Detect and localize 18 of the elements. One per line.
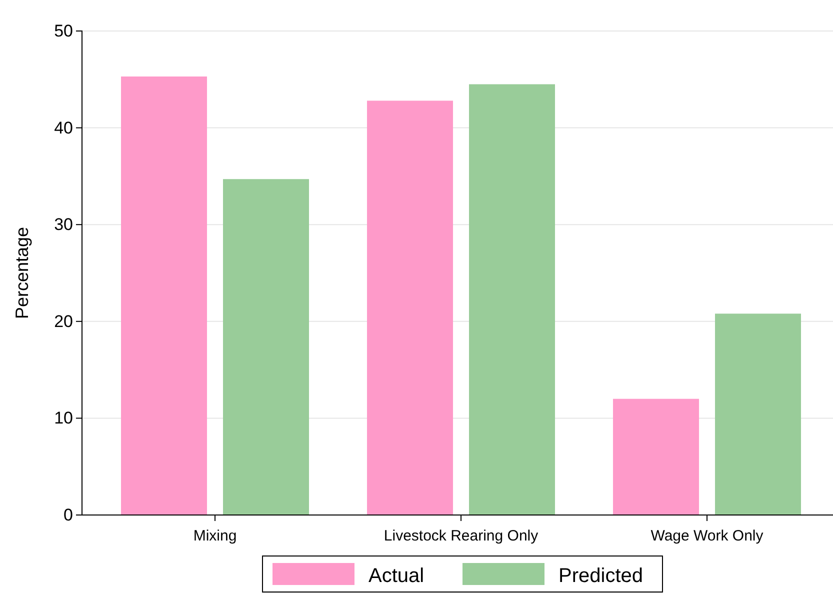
x-tick-label: Livestock Rearing Only xyxy=(384,528,539,544)
y-axis-title: Percentage xyxy=(12,226,32,320)
bar xyxy=(367,100,453,515)
bar xyxy=(121,76,207,515)
y-tick-label: 0 xyxy=(64,505,73,524)
y-tick-label: 50 xyxy=(54,21,73,40)
y-tick-label: 30 xyxy=(54,215,73,234)
bar xyxy=(715,314,801,515)
bar xyxy=(469,84,555,515)
legend-label: Predicted xyxy=(558,565,643,587)
y-tick-label: 40 xyxy=(54,118,73,138)
bar xyxy=(223,179,309,515)
legend-label: Actual xyxy=(368,565,424,587)
x-tick-label: Mixing xyxy=(193,528,237,544)
bar xyxy=(613,398,699,515)
y-tick-label: 20 xyxy=(54,312,73,331)
x-tick-label: Wage Work Only xyxy=(650,528,764,544)
y-tick-label: 10 xyxy=(54,408,73,428)
